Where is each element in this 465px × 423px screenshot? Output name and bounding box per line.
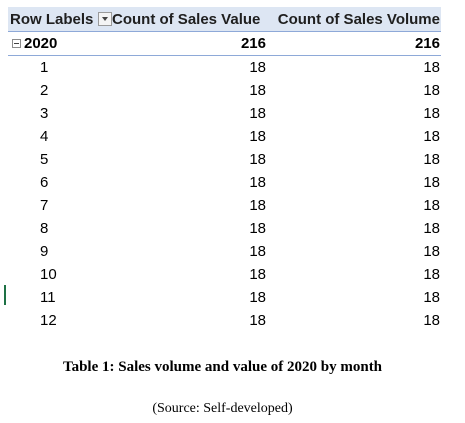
sales-value-cell[interactable]: 18 <box>249 266 266 283</box>
pivot-header-row: Row Labels Count of Sales Value Count of… <box>8 7 441 32</box>
table-row: 8 18 18 <box>8 217 441 240</box>
month-label-cell[interactable]: 11 <box>40 289 56 306</box>
table-row: 4 18 18 <box>8 125 441 148</box>
sales-value-cell[interactable]: 18 <box>249 128 266 145</box>
pivot-table: Row Labels Count of Sales Value Count of… <box>8 7 441 332</box>
month-label-cell[interactable]: 8 <box>40 220 49 237</box>
year-row: 2020 216 216 <box>8 32 441 56</box>
sales-volume-cell[interactable]: 18 <box>423 266 440 283</box>
table-row: 11 18 18 <box>8 286 441 309</box>
year-label-cell[interactable]: 2020 <box>8 35 112 52</box>
table-source: (Source: Self-developed) <box>152 401 293 416</box>
table-row: 6 18 18 <box>8 171 441 194</box>
sales-value-cell[interactable]: 18 <box>249 312 266 329</box>
table-row: 1 18 18 <box>8 56 441 79</box>
year-volume-cell[interactable]: 216 <box>414 35 440 52</box>
sales-value-cell[interactable]: 18 <box>249 82 266 99</box>
month-label-cell[interactable]: 1 <box>40 59 49 76</box>
month-label-cell[interactable]: 6 <box>40 174 49 191</box>
month-label-cell[interactable]: 5 <box>40 151 49 168</box>
sales-volume-cell[interactable]: 18 <box>423 105 440 122</box>
row-labels-header[interactable]: Row Labels <box>8 11 112 28</box>
table-row: 9 18 18 <box>8 240 441 263</box>
sales-value-cell[interactable]: 18 <box>249 151 266 168</box>
filter-dropdown-icon[interactable] <box>98 12 112 26</box>
sales-volume-cell[interactable]: 18 <box>423 59 440 76</box>
table-row: 5 18 18 <box>8 148 441 171</box>
sales-value-cell[interactable]: 18 <box>249 197 266 214</box>
month-label-cell[interactable]: 12 <box>40 312 57 329</box>
sales-volume-cell[interactable]: 18 <box>423 197 440 214</box>
sales-value-header[interactable]: Count of Sales Value <box>112 10 261 28</box>
month-label-cell[interactable]: 10 <box>40 266 57 283</box>
month-label-cell[interactable]: 4 <box>40 128 49 145</box>
month-label-cell[interactable]: 9 <box>40 243 49 260</box>
sales-volume-cell[interactable]: 18 <box>423 312 440 329</box>
table-row: 7 18 18 <box>8 194 441 217</box>
month-label-cell[interactable]: 2 <box>40 82 49 99</box>
sales-volume-cell[interactable]: 18 <box>423 151 440 168</box>
sales-volume-cell[interactable]: 18 <box>423 174 440 191</box>
table-caption: Table 1: Sales volume and value of 2020 … <box>62 359 383 375</box>
sales-value-cell[interactable]: 18 <box>249 243 266 260</box>
sales-value-cell[interactable]: 18 <box>249 289 266 306</box>
sales-value-cell[interactable]: 18 <box>249 174 266 191</box>
table-row: 12 18 18 <box>8 309 441 332</box>
table-row: 2 18 18 <box>8 79 441 102</box>
year-label: 2020 <box>24 35 58 52</box>
sales-volume-cell[interactable]: 18 <box>423 128 440 145</box>
collapse-minus-icon[interactable] <box>12 39 21 48</box>
active-cell-marker <box>4 285 6 305</box>
sales-volume-header[interactable]: Count of Sales Volume <box>277 10 440 28</box>
month-label-cell[interactable]: 7 <box>40 197 49 214</box>
sales-volume-cell[interactable]: 18 <box>423 289 440 306</box>
table-row: 3 18 18 <box>8 102 441 125</box>
sales-value-cell[interactable]: 18 <box>249 105 266 122</box>
year-value-cell[interactable]: 216 <box>240 35 266 52</box>
row-labels-header-text: Row Labels <box>10 10 94 28</box>
table-row: 10 18 18 <box>8 263 441 286</box>
sales-volume-cell[interactable]: 18 <box>423 82 440 99</box>
sales-volume-cell[interactable]: 18 <box>423 220 440 237</box>
month-label-cell[interactable]: 3 <box>40 105 49 122</box>
sales-volume-cell[interactable]: 18 <box>423 243 440 260</box>
sales-value-cell[interactable]: 18 <box>249 59 266 76</box>
sales-value-cell[interactable]: 18 <box>249 220 266 237</box>
month-rows: 1 18 18 2 18 18 3 18 18 4 18 18 5 18 18 6 18 18 7 18 18 8 18 18… <box>8 56 441 332</box>
